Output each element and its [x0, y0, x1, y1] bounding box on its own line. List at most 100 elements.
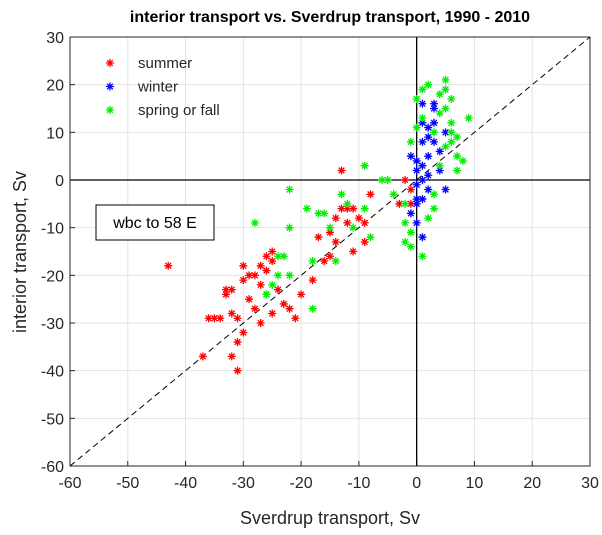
scatter-point [326, 223, 334, 232]
scatter-point [441, 75, 450, 84]
scatter-point [256, 261, 265, 270]
scatter-point [441, 128, 450, 137]
scatter-point [245, 271, 254, 280]
scatter-point [453, 166, 462, 175]
scatter-point [418, 85, 427, 94]
scatter-point [291, 314, 300, 323]
scatter-point [430, 128, 438, 137]
scatter-point [216, 314, 225, 323]
x-tick-label: -50 [116, 475, 139, 492]
scatter-point [418, 114, 427, 123]
scatter-point [360, 237, 369, 246]
scatter-point [447, 118, 456, 127]
scatter-point [222, 285, 230, 294]
x-tick-label: 10 [466, 475, 484, 492]
x-tick-label: 20 [523, 475, 541, 492]
scatter-point [331, 257, 340, 266]
scatter-point [418, 176, 427, 184]
scatter-point [441, 104, 450, 113]
scatter-point [435, 109, 444, 118]
scatter-point [430, 104, 438, 113]
legend-marker [106, 82, 114, 91]
scatter-point [326, 228, 334, 237]
scatter-point [430, 137, 438, 146]
scatter-point [447, 137, 456, 146]
scatter-point [308, 276, 317, 285]
scatter-point [354, 214, 363, 223]
scatter-point [331, 214, 340, 223]
scatter-point [314, 209, 323, 218]
scatter-point [424, 133, 433, 142]
scatter-point [239, 261, 248, 270]
scatter-point [441, 85, 450, 94]
scatter-point [250, 218, 259, 227]
scatter-point [256, 319, 265, 327]
scatter-point [227, 352, 236, 361]
scatter-point [337, 166, 346, 175]
scatter-point [418, 233, 427, 242]
scatter-point [401, 199, 410, 208]
scatter-point [274, 285, 282, 294]
scatter-point [406, 152, 415, 161]
scatter-point [227, 285, 236, 294]
scatter-point [406, 209, 415, 218]
scatter-point [331, 237, 340, 246]
scatter-point [435, 90, 444, 99]
scatter-point [453, 152, 462, 161]
scatter-point [343, 218, 352, 227]
scatter-point [430, 190, 438, 199]
identity-line [69, 36, 591, 467]
scatter-point [418, 195, 427, 204]
scatter-point [227, 309, 236, 318]
scatter-point [441, 185, 450, 194]
scatter-point [349, 247, 358, 256]
scatter-point [210, 314, 219, 323]
scatter-point [233, 338, 242, 347]
scatter-point [285, 304, 294, 313]
scatter-point [406, 242, 415, 251]
scatter-point [239, 328, 248, 337]
scatter-point [274, 271, 282, 280]
scatter-point [204, 314, 213, 323]
scatter-point [320, 209, 329, 218]
scatter-point [366, 233, 375, 242]
scatter-point [424, 152, 433, 161]
scatter-point [424, 80, 433, 89]
scatter-point [458, 156, 467, 165]
scatter-point [308, 304, 317, 313]
x-tick-label: -10 [347, 475, 370, 492]
y-tick-label: 10 [46, 125, 64, 142]
y-axis-label: interior transport, Sv [10, 171, 30, 333]
x-tick-label: -40 [174, 475, 197, 492]
y-tick-label: 30 [46, 30, 64, 47]
annotation: wbc to 58 E [112, 215, 197, 232]
scatter-point [268, 247, 277, 256]
scatter-point [424, 123, 433, 132]
scatter-point [464, 114, 473, 123]
scatter-point [430, 99, 438, 108]
scatter-point [412, 156, 421, 165]
scatter-point [406, 185, 415, 194]
scatter-point [198, 352, 207, 361]
scatter-point [406, 199, 415, 208]
scatter-point [349, 204, 358, 213]
scatter-point [285, 271, 294, 280]
scatter-point [285, 185, 294, 194]
scatter-point [418, 137, 427, 146]
scatter-point [412, 199, 421, 208]
scatter-point [360, 161, 369, 170]
legend-label: summer [138, 55, 192, 72]
scatter-point [222, 290, 230, 299]
scatter-point [430, 118, 438, 127]
scatter-point [447, 128, 456, 137]
x-tick-label: -60 [58, 475, 81, 492]
y-tick-label: -40 [41, 364, 64, 381]
legend-label: spring or fall [138, 102, 220, 119]
scatter-point [250, 271, 259, 280]
y-tick-label: 0 [55, 173, 64, 190]
scatter-point [395, 199, 404, 208]
scatter-point [268, 280, 277, 289]
scatter-point [435, 166, 444, 175]
scatter-point [389, 190, 398, 199]
scatter-point [441, 142, 450, 151]
